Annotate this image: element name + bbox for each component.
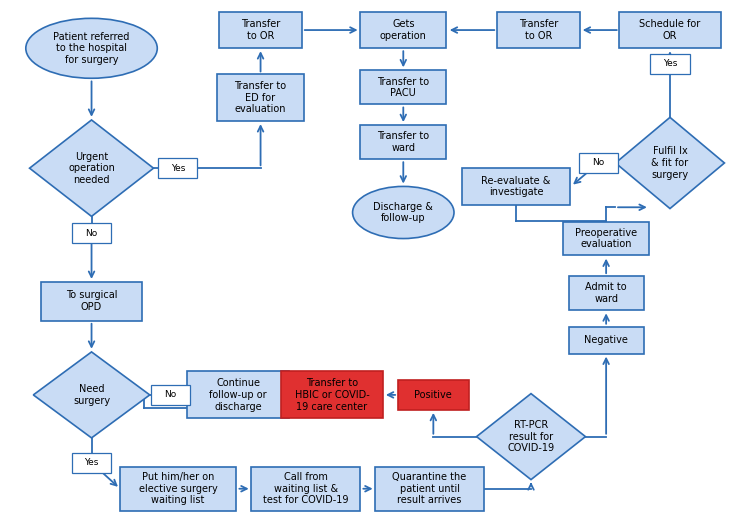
FancyBboxPatch shape — [187, 372, 289, 418]
FancyBboxPatch shape — [579, 153, 618, 173]
Text: Yes: Yes — [663, 59, 677, 69]
FancyBboxPatch shape — [651, 54, 689, 74]
Polygon shape — [29, 120, 154, 216]
Text: To surgical
OPD: To surgical OPD — [66, 290, 118, 312]
FancyBboxPatch shape — [219, 12, 302, 48]
Text: Urgent
operation
needed: Urgent operation needed — [68, 151, 115, 185]
Text: Patient referred
to the hospital
for surgery: Patient referred to the hospital for sur… — [54, 31, 130, 65]
FancyBboxPatch shape — [360, 12, 446, 48]
FancyBboxPatch shape — [619, 12, 721, 48]
FancyBboxPatch shape — [375, 466, 484, 511]
Text: No: No — [164, 390, 176, 399]
Text: Re-evaluate &
investigate: Re-evaluate & investigate — [481, 176, 550, 197]
Text: Put him/her on
elective surgery
waiting list: Put him/her on elective surgery waiting … — [139, 472, 217, 505]
Text: Fulfil Ix
& fit for
surgery: Fulfil Ix & fit for surgery — [651, 146, 688, 180]
FancyBboxPatch shape — [563, 222, 649, 256]
Text: Preoperative
evaluation: Preoperative evaluation — [575, 228, 637, 249]
Text: Transfer to
PACU: Transfer to PACU — [377, 77, 429, 98]
FancyBboxPatch shape — [397, 380, 469, 410]
Text: Transfer to
ED for
evaluation: Transfer to ED for evaluation — [234, 81, 287, 114]
Text: Schedule for
OR: Schedule for OR — [639, 19, 700, 41]
Polygon shape — [33, 352, 150, 438]
Text: Positive: Positive — [415, 390, 452, 400]
Text: Need
surgery: Need surgery — [73, 384, 110, 406]
Polygon shape — [615, 117, 725, 209]
Text: Transfer
to OR: Transfer to OR — [519, 19, 558, 41]
Text: Transfer to
ward: Transfer to ward — [377, 132, 429, 153]
FancyBboxPatch shape — [569, 326, 644, 354]
FancyBboxPatch shape — [217, 74, 304, 121]
Text: Discharge &
follow-up: Discharge & follow-up — [373, 202, 434, 223]
Ellipse shape — [353, 187, 454, 238]
Text: Yes: Yes — [170, 163, 185, 173]
FancyBboxPatch shape — [72, 453, 111, 473]
FancyBboxPatch shape — [158, 158, 198, 178]
Text: Continue
follow-up or
discharge: Continue follow-up or discharge — [209, 378, 267, 411]
FancyBboxPatch shape — [41, 281, 143, 321]
Polygon shape — [477, 394, 585, 479]
FancyBboxPatch shape — [72, 223, 111, 243]
FancyBboxPatch shape — [151, 385, 190, 405]
Text: Negative: Negative — [584, 335, 628, 345]
FancyBboxPatch shape — [251, 466, 360, 511]
Text: Yes: Yes — [84, 458, 99, 467]
Text: Admit to
ward: Admit to ward — [585, 282, 627, 304]
Text: No: No — [593, 158, 605, 168]
FancyBboxPatch shape — [569, 276, 644, 310]
Text: Quarantine the
patient until
result arrives: Quarantine the patient until result arri… — [393, 472, 467, 505]
FancyBboxPatch shape — [281, 372, 382, 418]
Text: RT-PCR
result for
COVID-19: RT-PCR result for COVID-19 — [507, 420, 554, 453]
FancyBboxPatch shape — [497, 12, 580, 48]
FancyBboxPatch shape — [120, 466, 236, 511]
Text: No: No — [85, 229, 98, 238]
Text: Transfer
to OR: Transfer to OR — [241, 19, 280, 41]
FancyBboxPatch shape — [461, 168, 571, 205]
FancyBboxPatch shape — [360, 125, 446, 159]
Text: Call from
waiting list &
test for COVID-19: Call from waiting list & test for COVID-… — [263, 472, 348, 505]
Ellipse shape — [26, 18, 158, 78]
Text: Gets
operation: Gets operation — [380, 19, 427, 41]
Text: Transfer to
HBIC or COVID-
19 care center: Transfer to HBIC or COVID- 19 care cente… — [295, 378, 369, 411]
FancyBboxPatch shape — [360, 70, 446, 104]
